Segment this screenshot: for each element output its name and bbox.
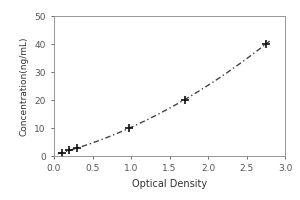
X-axis label: Optical Density: Optical Density xyxy=(132,179,207,189)
Y-axis label: Concentration(ng/mL): Concentration(ng/mL) xyxy=(20,36,28,136)
